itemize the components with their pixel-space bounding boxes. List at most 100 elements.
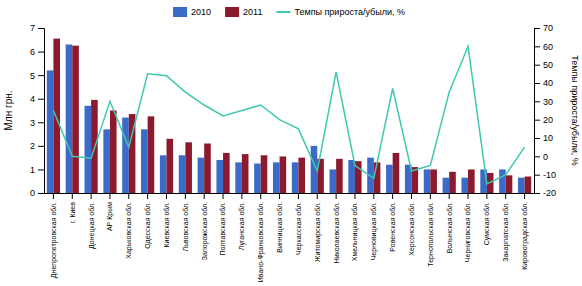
x-axis-line — [45, 193, 535, 194]
y-tick-mark — [38, 146, 44, 147]
y-tick-mark — [38, 169, 44, 170]
x-tick-mark — [336, 193, 337, 199]
y-tick: 3 — [30, 118, 44, 128]
x-tick-label: Херсонская обл. — [408, 202, 416, 256]
y-tick-mark — [38, 122, 44, 123]
x-tick-mark — [91, 193, 92, 199]
bar — [468, 169, 475, 193]
bar — [273, 162, 280, 193]
y2-tick-mark — [534, 138, 540, 139]
y2-tick-label: 20 — [543, 115, 553, 125]
y2-tick-mark — [534, 28, 540, 29]
y2-tick-label: 60 — [543, 42, 553, 52]
bar — [198, 158, 205, 193]
y2-tick-label: -10 — [543, 170, 556, 180]
chart-container: Днепропетровская обл.г. КиевДонецкая обл… — [0, 0, 582, 286]
x-tick-label: Тернопольская обл. — [427, 202, 435, 267]
x-tick-mark — [505, 193, 506, 199]
y2-tick-label: 0 — [543, 152, 548, 162]
y-tick: 0 — [30, 188, 44, 198]
x-tick-mark — [185, 193, 186, 199]
x-tick: Николаевская обл. — [333, 193, 340, 263]
bar — [148, 116, 155, 193]
x-tick-mark — [279, 193, 280, 199]
bar — [280, 156, 287, 193]
plot: Днепропетровская обл.г. КиевДонецкая обл… — [3, 23, 580, 282]
x-tick-label: Николаевская обл. — [333, 202, 340, 263]
x-tick-mark — [354, 193, 355, 199]
x-tick: Одесская обл. — [144, 193, 152, 249]
y2-tick: 30 — [534, 97, 553, 107]
x-tick: Сумская обл. — [483, 193, 491, 245]
bar — [160, 155, 167, 193]
x-tick: Днепропетровская обл. — [50, 193, 58, 278]
x-tick-mark — [430, 193, 431, 199]
x-tick-mark — [260, 193, 261, 199]
y2-tick: -10 — [534, 170, 556, 180]
bar — [141, 129, 148, 193]
x-tick-label: Черниговская обл. — [464, 202, 472, 262]
y-tick-mark — [38, 193, 44, 194]
bar — [449, 172, 456, 193]
y2-axis-line — [535, 29, 541, 194]
y2-tick-mark — [534, 193, 540, 194]
bar — [261, 155, 268, 193]
y-tick-label: 0 — [30, 188, 35, 198]
y-tick: 4 — [30, 94, 44, 104]
x-tick-label: Волынская обл. — [446, 202, 453, 253]
bar — [443, 178, 450, 193]
x-tick: Хмельницкая обл. — [351, 193, 359, 261]
x-tick-label: Днепропетровская обл. — [50, 202, 58, 278]
bar — [499, 169, 506, 193]
y-tick-label: 6 — [30, 47, 35, 57]
y2-tick-mark — [534, 83, 540, 84]
x-tick-label: Черновицкая обл. — [370, 202, 378, 260]
x-tick-mark — [524, 193, 525, 199]
x-tick-label: Одесская обл. — [144, 202, 152, 249]
y-tick-mark — [38, 99, 44, 100]
y-axis: 01234567 — [30, 23, 45, 198]
y-tick-mark — [38, 28, 44, 29]
y-tick: 1 — [30, 165, 44, 175]
x-tick: Черниговская обл. — [464, 193, 472, 262]
legend-swatch — [173, 7, 187, 17]
legend-label: 2010 — [191, 7, 211, 17]
x-tick-label: Донецкая обл. — [88, 202, 96, 249]
bar — [254, 164, 261, 193]
y2-tick-mark — [534, 120, 540, 121]
x-tick: Волынская обл. — [446, 193, 453, 253]
x-tick-mark — [373, 193, 374, 199]
x-tick: АР Крым — [106, 193, 114, 231]
bar — [235, 162, 242, 193]
x-tick: Закарпатская обл. — [502, 193, 510, 262]
y-tick-label: 7 — [30, 23, 35, 33]
x-tick-mark — [147, 193, 148, 199]
y-tick-mark — [38, 52, 44, 53]
bar — [506, 175, 513, 193]
y2-tick: 40 — [534, 78, 553, 88]
x-tick-mark — [411, 193, 412, 199]
y-tick-label: 1 — [30, 165, 35, 175]
x-tick-mark — [223, 193, 224, 199]
y2-tick-mark — [534, 101, 540, 102]
y2-tick-mark — [534, 175, 540, 176]
x-tick-label: Винницкая обл. — [276, 202, 284, 253]
y-tick-mark — [38, 75, 44, 76]
x-tick-label: Сумская обл. — [483, 202, 491, 245]
x-tick: Донецкая обл. — [88, 193, 96, 249]
x-tick-mark — [449, 193, 450, 199]
bar — [216, 160, 223, 193]
y-tick-label: 3 — [30, 118, 35, 128]
bar — [525, 177, 532, 194]
y-tick: 6 — [30, 47, 44, 57]
bar — [242, 154, 249, 193]
bar — [53, 39, 60, 193]
bar — [348, 160, 355, 193]
y2-tick: 10 — [534, 133, 553, 143]
bar — [336, 159, 343, 193]
bar — [110, 111, 117, 194]
bar — [85, 106, 92, 193]
y2-tick-label: 50 — [543, 60, 553, 70]
y-tick: 7 — [30, 23, 44, 33]
bar — [179, 155, 186, 193]
